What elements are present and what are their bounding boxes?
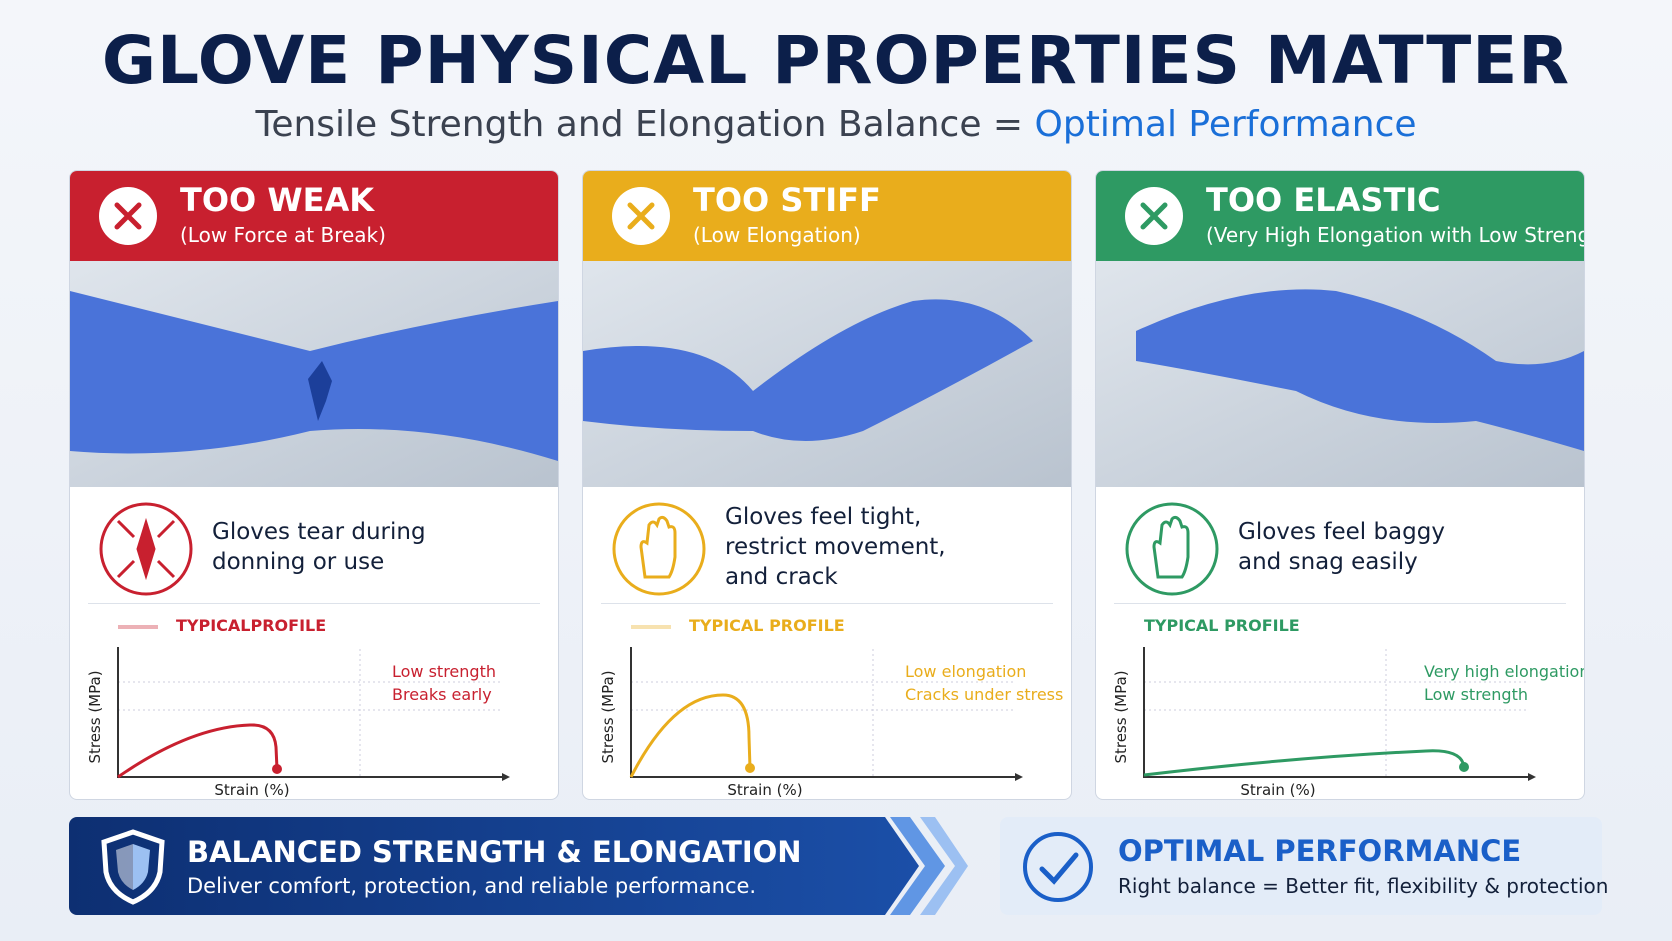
issue-icon [612,502,706,596]
subtitle-text: Tensile Strength and Elongation Balance … [255,104,1024,145]
description-line: and snag easily [1238,549,1418,575]
divider [88,603,540,604]
card-title: TOO WEAK [180,181,375,219]
issue-icon [99,502,193,596]
x-mark [627,202,655,230]
photo [1096,261,1584,487]
divider [601,603,1053,604]
break-point [272,764,282,774]
description-line: donning or use [212,549,385,575]
profile-curve [1143,749,1466,777]
note: Low strength [392,662,496,681]
description-line: Gloves tear during [212,519,426,545]
profile-swatch [118,625,158,629]
description-line: Gloves feel tight, [725,504,922,530]
card-subtitle: (Very High Elongation with Low Strength) [1206,223,1585,247]
photo [583,261,1071,487]
axes [1143,647,1528,778]
break-point [745,763,755,773]
issue-symbol [639,515,677,579]
shield-icon [101,829,165,905]
description-line: and crack [725,564,838,590]
profile-label: TYPICALPROFILE [176,616,327,635]
tear [308,361,332,421]
divider [1114,603,1566,604]
card-title: TOO ELASTIC [1206,181,1441,219]
note: Low elongation [905,662,1026,681]
title: GLOVE PHYSICAL PROPERTIES MATTER [101,22,1571,99]
card: TOO STIFF (Low Elongation) Gloves feel tig… [582,170,1072,800]
issue-circle [1125,502,1219,596]
issue-circle [612,502,706,596]
x-mark [1140,202,1168,230]
x-axis-label: Strain (%) [214,781,289,799]
issue-symbol [116,517,176,581]
footer-right-title: OPTIMAL PERFORMANCE [1118,834,1522,868]
x-axis-label: Strain (%) [1240,781,1315,799]
x-mark [114,202,142,230]
y-axis-label: Stress (MPa) [86,670,104,763]
profile-label: TYPICAL PROFILE [1144,616,1300,635]
profile-chart: Stress (MPa) Strain (%) Very high elongati… [1112,647,1584,799]
description-line: Gloves feel baggy [1238,519,1445,545]
card-title: TOO STIFF [693,181,881,219]
x-icon [1125,187,1183,245]
description-line: restrict movement, [725,534,946,560]
issue-circle [99,502,193,596]
card-subtitle: (Low Elongation) [693,223,861,247]
footer-right-text: Right balance = Better fit, flexibility … [1118,874,1609,898]
card: TOO ELASTIC (Very High Elongation with Lo… [1095,170,1585,800]
x-icon [612,187,670,245]
glove [1136,289,1584,451]
profile-chart: Stress (MPa) Strain (%) Low elongation Crac… [599,647,1063,799]
note: Breaks early [392,685,492,704]
profile-label: TYPICAL PROFILE [689,616,845,635]
note: Cracks under stress [905,685,1063,704]
glove [583,299,1033,441]
card-subtitle: (Low Force at Break) [180,223,386,247]
note: Very high elongation [1424,662,1584,681]
break-point [1459,762,1469,772]
footer-left-title: BALANCED STRENGTH & ELONGATION [187,835,802,869]
x-icon [99,187,157,245]
arrow [1015,773,1023,781]
issue-symbol [1152,515,1190,579]
subtitle: Tensile Strength and Elongation Balance … [0,104,1672,145]
y-axis-label: Stress (MPa) [1112,670,1130,763]
chevrons [890,817,968,915]
profile-chart: Stress (MPa) Strain (%) Low strength Breaks… [86,647,510,799]
arrow [1528,773,1536,781]
card: TOO WEAK (Low Force at Break) Gloves tear … [69,170,559,800]
footer-left-text: Deliver comfort, protection, and reliabl… [187,874,757,898]
issue-icon [1125,502,1219,596]
x-axis-label: Strain (%) [727,781,802,799]
profile-curve [117,723,279,779]
note: Low strength [1424,685,1528,704]
profile-swatch [631,625,671,629]
subtitle-highlight: Optimal Performance [1034,104,1417,145]
footer-right-box [1000,817,1602,915]
footer-banner [69,817,919,915]
arrow [502,773,510,781]
y-axis-label: Stress (MPa) [599,670,617,763]
photo [70,261,558,487]
check-icon [1023,832,1093,902]
profile-curve [629,693,752,778]
